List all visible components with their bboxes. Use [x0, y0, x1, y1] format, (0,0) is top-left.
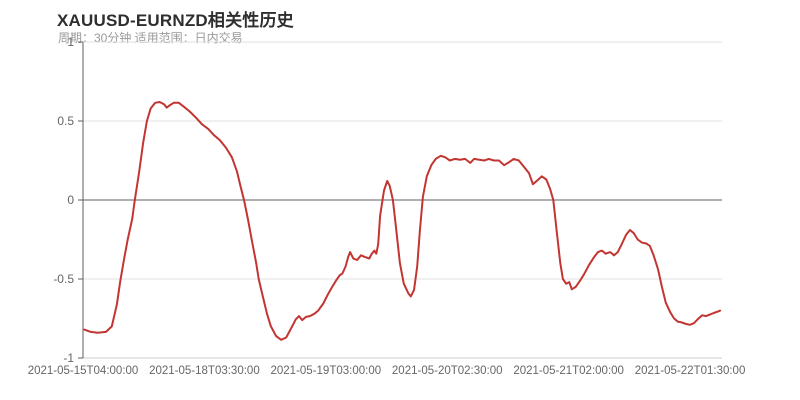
- x-axis-label: 2021-05-21T02:00:00: [513, 365, 624, 377]
- y-axis-label: 1: [67, 35, 74, 49]
- correlation-line: [83, 101, 722, 341]
- x-axis-label: 2021-05-22T01:30:00: [635, 365, 746, 377]
- x-axis-label: 2021-05-15T04:00:00: [28, 365, 139, 377]
- chart-title: XAUUSD-EURNZD相关性历史: [57, 11, 294, 30]
- y-axis-label: 0: [67, 193, 74, 207]
- x-axis-label: 2021-05-19T03:00:00: [271, 365, 382, 377]
- y-axis-label: -0.5: [53, 272, 74, 286]
- x-axis-label: 2021-05-18T03:30:00: [149, 365, 260, 377]
- y-axis-label: 0.5: [57, 114, 74, 128]
- y-axis-label: -1: [63, 351, 74, 365]
- x-axis-label: 2021-05-20T02:30:00: [392, 365, 503, 377]
